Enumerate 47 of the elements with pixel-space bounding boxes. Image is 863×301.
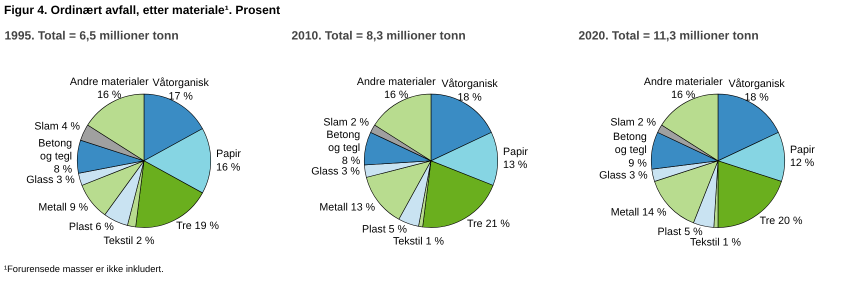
data-label: 12 % [790, 157, 815, 170]
slice-label: Tre 21 % [467, 218, 510, 230]
slice-label: Tre 20 % [760, 214, 803, 227]
slice-label: Våtorganisk [152, 77, 210, 90]
data-label: 16 % [384, 89, 409, 102]
data-label: 18 % [744, 92, 770, 104]
slice-label: Papir [216, 148, 242, 160]
slice-label: Andre materialer [70, 76, 150, 88]
data-label: 16 % [671, 89, 696, 102]
slice-label: Papir [503, 146, 528, 158]
data-label: 13 % [503, 159, 528, 172]
slice-label: Metall 14 % [610, 206, 667, 219]
data-label: 17 % [168, 90, 194, 102]
data-label: 8 % [54, 164, 73, 176]
slice-label: Våtorganisk [728, 78, 786, 90]
slice-label: Plast 5 % [658, 226, 704, 238]
slice-label: Tre 19 % [176, 220, 220, 232]
slice-label: Slam 2 % [610, 116, 657, 129]
slice-label: Metall 9 % [38, 202, 89, 214]
slice-label: Betong og tegl [613, 131, 647, 156]
slice-label: Slam 4 % [34, 120, 81, 133]
slice-label: Plast 5 % [362, 224, 408, 236]
slice-label: Tekstil 2 % [104, 235, 155, 248]
data-label: 16 % [216, 162, 241, 174]
slice-label: Andre materialer [644, 76, 724, 88]
slice-label: Glass 3 % [26, 174, 76, 186]
chart-title: 2010. Total = 8,3 millioner tonn [292, 28, 466, 43]
slice-label: Våtorganisk [441, 78, 498, 90]
slice-label: Andre materialer [356, 76, 436, 88]
slice-label: Slam 2 % [323, 116, 370, 129]
slice-label: Glass 3 % [311, 166, 360, 178]
data-label: 9 % [628, 158, 648, 170]
data-label: 18 % [457, 92, 482, 104]
slice-label: Tekstil 1 % [393, 236, 444, 248]
chart-title: 2020. Total = 11,3 millioner tonn [578, 28, 759, 43]
text: Figur 4. Ordinært avfall, etter materiale¹. Prosent [4, 3, 280, 17]
chart-title: 1995. Total = 6,5 millioner tonn [4, 28, 179, 43]
slice-label: Betong og tegl [38, 137, 72, 163]
data-label: 16 % [97, 89, 122, 102]
slice-label: Glass 3 % [599, 170, 648, 182]
text: ¹Forurensede masser er ikke inkludert. [4, 263, 164, 276]
slice-label: Papir [790, 144, 816, 156]
slice-label: Metall 13 % [319, 202, 376, 214]
data-label: 8 % [342, 155, 361, 168]
slice-label: Plast 6 % [68, 221, 114, 234]
slice-label: Tekstil 1 % [690, 236, 742, 248]
slice-label: Betong og tegl [326, 128, 360, 154]
